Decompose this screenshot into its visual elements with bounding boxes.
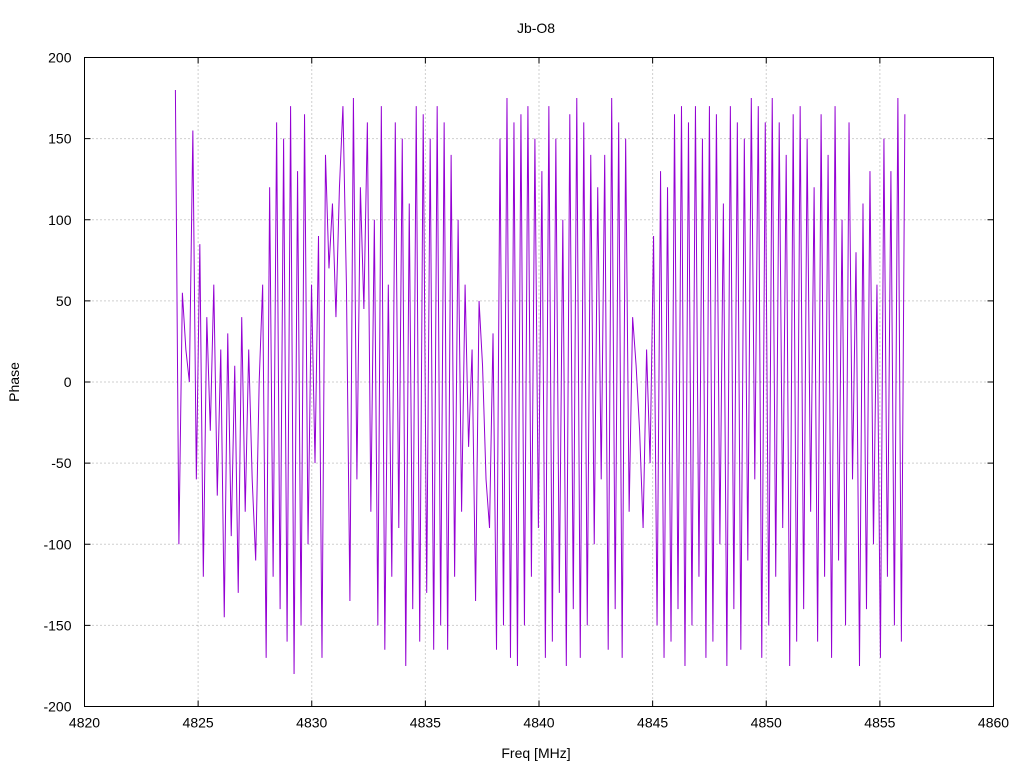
y-tick-label: 50 xyxy=(56,293,72,309)
chart-title: Jb-O8 xyxy=(517,20,555,36)
x-tick-label: 4840 xyxy=(523,715,554,731)
x-tick-label: 4825 xyxy=(183,715,214,731)
x-tick-label: 4860 xyxy=(978,715,1009,731)
x-tick-label: 4830 xyxy=(296,715,327,731)
x-axis-label: Freq [MHz] xyxy=(501,745,570,761)
phase-series-line xyxy=(174,89,906,675)
y-tick-label: -50 xyxy=(51,455,71,471)
y-tick-label: 150 xyxy=(48,131,72,147)
y-tick-label: 200 xyxy=(48,50,72,66)
x-tick-label: 4850 xyxy=(751,715,782,731)
y-tick-label: 0 xyxy=(64,374,72,390)
y-tick-label: -100 xyxy=(43,536,71,552)
series-layer xyxy=(174,89,906,675)
x-tick-label: 4835 xyxy=(410,715,441,731)
y-tick-label: -200 xyxy=(43,699,71,715)
y-tick-label: 100 xyxy=(48,212,72,228)
x-tick-label: 4820 xyxy=(69,715,100,731)
y-axis-label: Phase xyxy=(6,362,22,402)
x-tick-label: 4845 xyxy=(637,715,668,731)
y-tick-label: -150 xyxy=(43,617,71,633)
ticks-layer: 4820 4825 4830 4835 4840 4845 4850 4855 4860 -200… xyxy=(43,50,1009,731)
x-tick-label: 4855 xyxy=(864,715,895,731)
